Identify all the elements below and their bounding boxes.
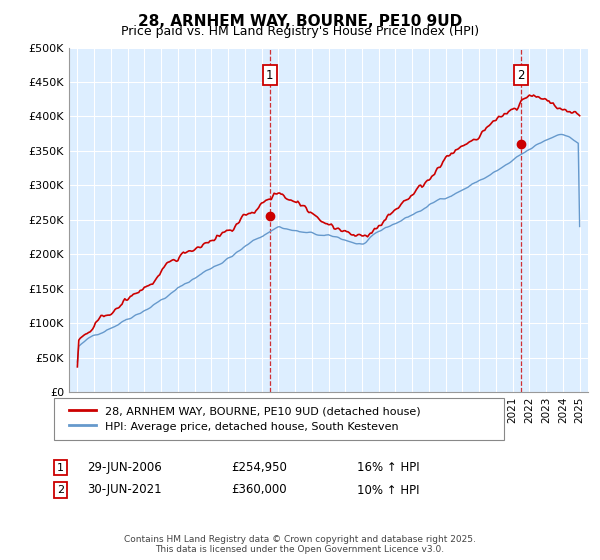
Text: 1: 1 <box>57 463 64 473</box>
Text: 16% ↑ HPI: 16% ↑ HPI <box>357 461 419 474</box>
Text: 30-JUN-2021: 30-JUN-2021 <box>87 483 161 497</box>
Text: 2: 2 <box>57 485 64 495</box>
Text: 2: 2 <box>517 69 525 82</box>
Text: Price paid vs. HM Land Registry's House Price Index (HPI): Price paid vs. HM Land Registry's House … <box>121 25 479 38</box>
Text: Contains HM Land Registry data © Crown copyright and database right 2025.
This d: Contains HM Land Registry data © Crown c… <box>124 535 476 554</box>
Text: 28, ARNHEM WAY, BOURNE, PE10 9UD: 28, ARNHEM WAY, BOURNE, PE10 9UD <box>138 14 462 29</box>
Text: 29-JUN-2006: 29-JUN-2006 <box>87 461 162 474</box>
Legend: 28, ARNHEM WAY, BOURNE, PE10 9UD (detached house), HPI: Average price, detached : 28, ARNHEM WAY, BOURNE, PE10 9UD (detach… <box>64 401 425 436</box>
FancyBboxPatch shape <box>54 398 504 440</box>
Text: £254,950: £254,950 <box>231 461 287 474</box>
Text: 1: 1 <box>266 69 274 82</box>
Text: 10% ↑ HPI: 10% ↑ HPI <box>357 483 419 497</box>
Text: £360,000: £360,000 <box>231 483 287 497</box>
